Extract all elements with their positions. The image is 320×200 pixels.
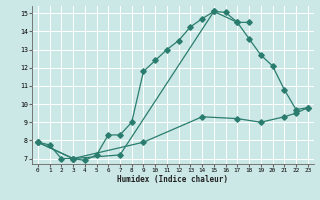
X-axis label: Humidex (Indice chaleur): Humidex (Indice chaleur): [117, 175, 228, 184]
